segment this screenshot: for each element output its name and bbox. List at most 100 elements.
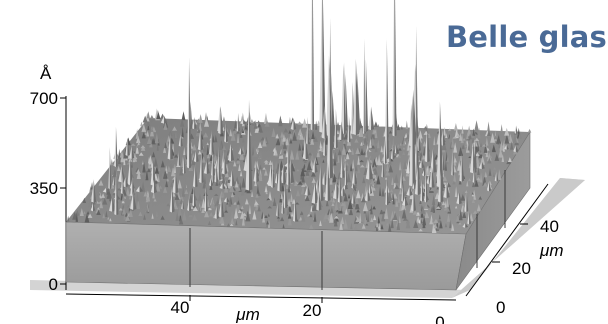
surface-spike-shade: [211, 177, 214, 187]
roughness-texture: [102, 197, 108, 205]
surface-spike-shade: [342, 185, 346, 197]
roughness-texture: [232, 128, 236, 131]
roughness-texture: [287, 213, 292, 219]
roughness-texture: [288, 129, 292, 134]
roughness-texture: [340, 183, 344, 187]
roughness-texture: [252, 210, 257, 220]
surface-spike: [342, 61, 344, 135]
surface-spike: [310, 0, 313, 131]
surface-spike: [218, 200, 222, 218]
roughness-texture: [325, 199, 329, 207]
z-unit-label: Å: [40, 64, 52, 83]
roughness-texture: [288, 131, 294, 141]
roughness-texture: [183, 146, 186, 156]
roughness-texture: [192, 144, 197, 151]
roughness-texture: [304, 194, 310, 202]
surface-spike-shade: [355, 58, 360, 136]
roughness-texture: [236, 132, 240, 143]
roughness-texture: [303, 160, 308, 164]
roughness-texture: [344, 208, 348, 215]
surface-spike-shade: [353, 191, 356, 205]
roughness-texture: [163, 145, 167, 153]
surface-spike: [193, 149, 197, 163]
roughness-texture: [420, 205, 426, 214]
roughness-texture: [473, 193, 477, 200]
roughness-texture: [191, 156, 196, 166]
roughness-texture: [473, 140, 478, 147]
surface-spike: [412, 182, 415, 190]
surface-spike-shade: [139, 185, 144, 193]
roughness-texture: [316, 141, 321, 150]
surface-spike-shade: [413, 89, 417, 146]
roughness-texture: [203, 132, 209, 138]
surface-spike-shade: [293, 117, 297, 131]
roughness-texture: [384, 177, 388, 180]
roughness-texture: [308, 224, 314, 229]
roughness-texture: [379, 186, 382, 196]
surface-spike-shade: [409, 186, 413, 196]
roughness-texture: [345, 152, 350, 160]
surface-spike-shade: [178, 150, 181, 166]
roughness-texture: [391, 176, 394, 185]
surface-spike: [338, 121, 342, 141]
roughness-texture: [184, 178, 187, 190]
roughness-texture: [257, 171, 263, 181]
roughness-texture: [401, 208, 407, 219]
surface-spike: [451, 143, 453, 176]
surface-spike: [292, 196, 296, 222]
roughness-texture: [452, 180, 456, 185]
surface-spike: [181, 200, 183, 210]
surface-spike: [392, 0, 395, 137]
roughness-texture: [310, 152, 315, 161]
surface-spike-shade: [195, 163, 198, 188]
roughness-texture: [197, 193, 203, 202]
roughness-texture: [206, 144, 210, 156]
roughness-texture: [342, 139, 346, 144]
surface-spike-shade: [354, 166, 358, 185]
roughness-texture: [385, 169, 391, 176]
roughness-texture: [306, 160, 312, 170]
roughness-texture: [380, 223, 384, 230]
roughness-texture: [467, 139, 471, 151]
surface-spike: [118, 164, 122, 183]
roughness-texture: [370, 217, 374, 222]
roughness-texture: [118, 148, 121, 160]
roughness-texture: [373, 167, 378, 175]
surface-spike-shade: [170, 132, 174, 160]
roughness-texture: [305, 168, 310, 176]
roughness-texture: [156, 111, 161, 120]
surface-spike: [514, 125, 517, 134]
surface-spike-shade: [424, 169, 427, 177]
roughness-texture: [182, 210, 187, 221]
surface-spike-shade: [279, 159, 283, 192]
roughness-texture: [319, 220, 322, 226]
roughness-texture: [280, 192, 283, 199]
surface-spike: [178, 132, 181, 147]
surface-spike: [219, 182, 223, 189]
roughness-texture: [433, 223, 438, 229]
roughness-texture: [215, 149, 218, 157]
roughness-texture: [125, 215, 131, 221]
roughness-texture: [142, 161, 146, 173]
roughness-texture: [263, 159, 269, 163]
roughness-texture: [336, 130, 340, 134]
surface-spike: [324, 160, 328, 202]
roughness-texture: [202, 145, 207, 152]
roughness-texture: [495, 135, 502, 144]
surface-spike: [486, 181, 490, 192]
surface-spike-shade: [370, 182, 373, 195]
roughness-texture: [370, 204, 373, 215]
roughness-texture: [274, 149, 278, 156]
roughness-texture: [462, 211, 467, 218]
roughness-texture: [264, 185, 268, 193]
surface-spike-shade: [416, 134, 420, 181]
roughness-texture: [353, 184, 357, 192]
roughness-texture: [468, 178, 471, 182]
roughness-texture: [218, 181, 221, 186]
roughness-texture: [334, 215, 339, 219]
surface-spike: [236, 112, 239, 132]
surface-spike-shade: [417, 164, 421, 196]
surface-spike: [326, 77, 330, 179]
roughness-texture: [201, 155, 206, 163]
roughness-texture: [343, 204, 347, 212]
